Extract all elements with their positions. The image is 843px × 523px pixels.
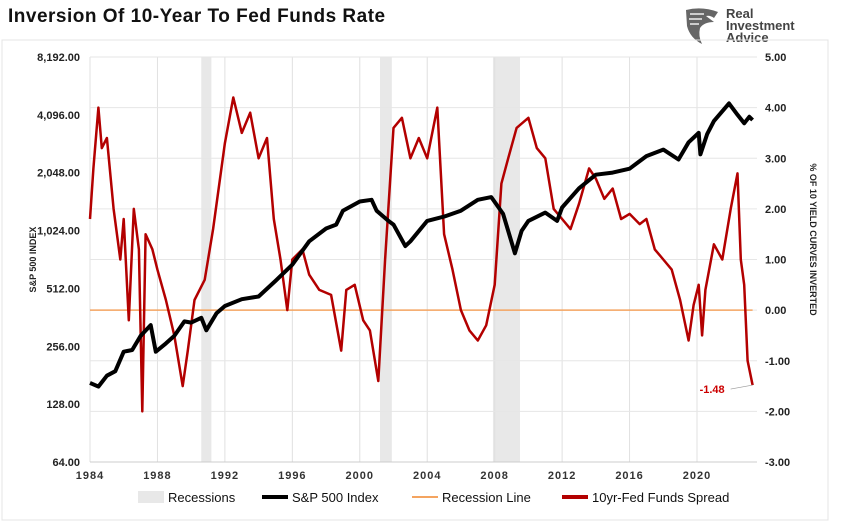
y-right-tick-label: -3.00 bbox=[765, 457, 790, 469]
logo-line: Real bbox=[726, 6, 754, 21]
annotations: -1.48 bbox=[700, 384, 753, 396]
legend-swatch bbox=[138, 491, 164, 503]
x-tick-label: 1988 bbox=[143, 470, 171, 482]
y-right-tick-label: 2.00 bbox=[765, 204, 786, 216]
x-tick-label: 2000 bbox=[346, 470, 374, 482]
y-left-tick-label: 1,024.00 bbox=[37, 226, 80, 238]
y-left-tick-label: 64.00 bbox=[52, 457, 80, 469]
y-right-tick-label: 3.00 bbox=[765, 153, 786, 165]
logo-line: Investment bbox=[726, 18, 795, 33]
logo: Real Investment Advice bbox=[684, 6, 795, 46]
y-right-tick-label: 4.00 bbox=[765, 103, 786, 115]
y-left-tick-label: 8,192.00 bbox=[37, 52, 80, 64]
logo-line: Advice bbox=[726, 30, 769, 45]
y-right-tick-label: 5.00 bbox=[765, 52, 786, 64]
y-right-tick-label: -1.00 bbox=[765, 356, 790, 368]
annotation-label: -1.48 bbox=[700, 384, 725, 396]
grid bbox=[89, 56, 757, 463]
x-tick-label: 2016 bbox=[615, 470, 643, 482]
chart-title: Inversion Of 10-Year To Fed Funds Rate bbox=[8, 6, 386, 27]
y-right-axis-label: % OF 10 YIELD CURVES INVERTED bbox=[808, 163, 818, 316]
y-left-axis-label: S&P 500 INDEX bbox=[28, 227, 38, 293]
x-tick-label: 1984 bbox=[76, 470, 104, 482]
y-left-tick-label: 256.00 bbox=[46, 341, 80, 353]
y-right-tick-label: 0.00 bbox=[765, 305, 786, 317]
y-left-tick-label: 4,096.00 bbox=[37, 110, 80, 122]
y-left-tick-label: 128.00 bbox=[46, 399, 80, 411]
logo-text: Real Investment Advice bbox=[726, 6, 795, 45]
x-tick-label: 1996 bbox=[278, 470, 306, 482]
annotation-leader bbox=[730, 384, 753, 390]
legend: Recessions S&P 500 Index Recession Line 10y… bbox=[138, 490, 729, 505]
y-right-tick-label: -2.00 bbox=[765, 406, 790, 418]
x-tick-label: 2012 bbox=[548, 470, 576, 482]
legend-label: Recession Line bbox=[442, 490, 531, 505]
chart-frame bbox=[1, 39, 829, 521]
x-tick-label: 2008 bbox=[480, 470, 508, 482]
eagle-shield-icon bbox=[686, 8, 718, 44]
y-right-tick-label: 1.00 bbox=[765, 255, 786, 267]
series-line-10yr-fed-funds-spread bbox=[88, 96, 754, 413]
axes: 1984 1988 1992 1996 2000 2004 2008 2012 2016 2020… bbox=[28, 52, 818, 482]
legend-label: Recessions bbox=[168, 490, 236, 505]
y-left-tick-label: 512.00 bbox=[46, 283, 80, 295]
legend-label: 10yr-Fed Funds Spread bbox=[592, 490, 729, 505]
y-left-tick-label: 2,048.00 bbox=[37, 168, 80, 180]
x-tick-label: 2020 bbox=[683, 470, 711, 482]
series-line-s-p-500-index bbox=[89, 101, 754, 389]
series-lines bbox=[88, 96, 754, 413]
x-tick-label: 2004 bbox=[413, 470, 441, 482]
x-tick-label: 1992 bbox=[211, 470, 239, 482]
legend-label: S&P 500 Index bbox=[292, 490, 379, 505]
